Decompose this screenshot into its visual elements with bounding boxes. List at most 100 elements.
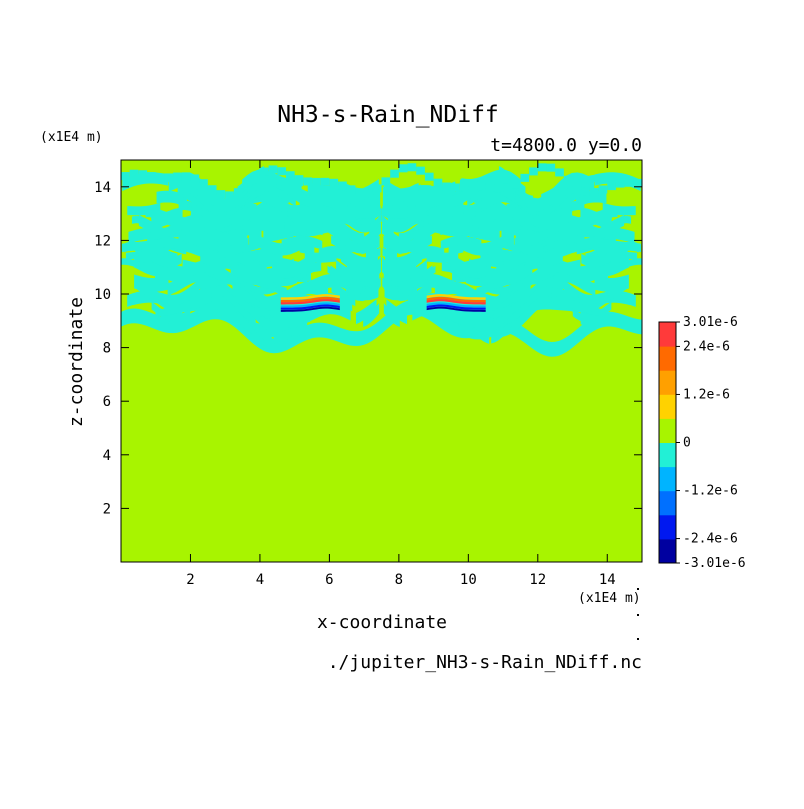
y-tick-label: 14 (94, 180, 111, 196)
source-file-label: ./jupiter_NH3-s-Rain_NDiff.nc (328, 652, 642, 673)
negative-band-edge (468, 181, 478, 190)
negative-band-layer (121, 163, 651, 357)
negative-band-edge (563, 175, 573, 184)
corner-mark (637, 614, 639, 616)
negative-band (331, 282, 356, 307)
dipole-band (280, 296, 340, 303)
negative-band-edge (381, 177, 391, 186)
colorbar-tick-label: 3.01e-6 (683, 315, 738, 330)
dipole-band (280, 294, 340, 300)
negative-band (194, 198, 243, 223)
negative-band (572, 301, 612, 323)
negative-band-edge (529, 167, 538, 176)
negative-band (179, 182, 222, 201)
negative-band-edge (581, 187, 590, 196)
corner-marks (637, 588, 639, 640)
negative-band-edge (503, 183, 512, 192)
negative-band-edge (494, 184, 504, 193)
negative-band (284, 180, 351, 208)
negative-band-edge (598, 185, 608, 194)
colorbar-segment (659, 514, 676, 540)
negative-band-edge (329, 178, 339, 187)
negative-band (356, 299, 377, 325)
negative-band (152, 285, 211, 313)
negative-band (459, 175, 526, 194)
colorbar-segment (659, 322, 676, 347)
negative-band (505, 180, 574, 216)
chart-title: NH3-s-Rain_NDiff (277, 102, 499, 128)
negative-band-edge (225, 191, 234, 200)
y-tick-label: 2 (103, 501, 111, 517)
colorbar-tick-label: 2.4e-6 (683, 339, 730, 354)
negative-band (364, 277, 381, 299)
colorbar-tick-label: 1.2e-6 (683, 387, 730, 402)
colorbar-segment (659, 466, 676, 492)
dipole-band (426, 294, 486, 300)
negative-band (385, 246, 397, 259)
negative-band-edge (294, 175, 304, 184)
negative-band-edge (372, 184, 382, 193)
negative-band-edge (190, 174, 200, 183)
negative-band (600, 258, 642, 271)
heatmap-field (121, 160, 651, 562)
negative-band-edge (138, 170, 148, 179)
negative-band-edge (390, 169, 399, 178)
x-tick-label: 6 (325, 572, 333, 588)
negative-band (249, 233, 306, 256)
dipole-band (426, 304, 486, 310)
dipole-band (280, 302, 340, 308)
negative-band-edge (520, 173, 530, 182)
negative-band (304, 251, 337, 263)
negative-band-edge (147, 172, 156, 181)
colorbar-tick-label: -1.2e-6 (683, 484, 738, 499)
negative-band (346, 256, 382, 282)
negative-band (552, 285, 611, 313)
negative-band-edge (173, 172, 182, 181)
colorbar-segment (659, 418, 676, 443)
negative-band (290, 220, 305, 236)
chart-subtitle: t=4800.0 y=0.0 (490, 135, 642, 156)
negative-band (580, 207, 612, 230)
colorbar-segment (659, 370, 676, 395)
negative-band-edge (615, 179, 625, 188)
colorbar-segment (659, 394, 676, 419)
negative-band (412, 180, 479, 208)
negative-band (149, 249, 182, 268)
negative-band-edge (633, 178, 642, 187)
negative-band (456, 198, 485, 214)
corner-mark (637, 638, 639, 640)
negative-band-edge (199, 179, 208, 188)
negative-band (505, 238, 555, 263)
negative-band (291, 236, 323, 250)
dipole-band (280, 304, 340, 310)
negative-band (382, 277, 399, 299)
negative-band (340, 249, 378, 274)
x-tick-label: 14 (599, 572, 616, 588)
negative-band (382, 225, 395, 241)
negative-band-edge (207, 185, 217, 194)
negative-band-edge (233, 188, 243, 197)
colorbar-segment (659, 442, 676, 468)
negative-band (230, 260, 282, 286)
negative-band-edge (320, 177, 330, 186)
negative-band (208, 238, 258, 263)
negative-band-edge (642, 178, 651, 186)
negative-band (127, 202, 161, 216)
negative-band (382, 205, 402, 219)
negative-band (278, 198, 307, 214)
negative-band (361, 205, 381, 219)
negative-band-edge (511, 179, 521, 189)
negative-band (426, 251, 459, 263)
negative-band (387, 265, 436, 290)
negative-band (412, 301, 475, 328)
x-tick-label: 2 (186, 572, 194, 588)
negative-band-edge (416, 166, 425, 175)
negative-band (127, 290, 150, 307)
colorbar-tick-label: -3.01e-6 (683, 556, 746, 571)
x-tick-label: 10 (460, 572, 477, 588)
negative-band-edge (442, 182, 451, 191)
negative-band-edge (259, 167, 269, 176)
negative-band-edge (537, 163, 547, 172)
